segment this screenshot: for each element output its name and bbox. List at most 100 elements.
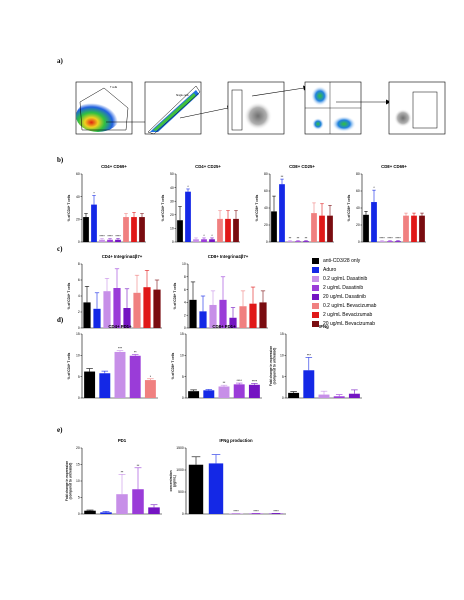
y-tick-label: 0 <box>358 240 360 244</box>
significance-label: **** <box>115 235 121 239</box>
y-tick-label: 60 <box>264 189 268 193</box>
y-tick-label: 0 <box>182 512 184 516</box>
bar <box>201 239 207 242</box>
chart-c2: CD8+ Integrinα4β7+ % of CD8+ T cells 0 2 4 6 8… <box>173 254 268 330</box>
y-tick-label: 8 <box>78 262 80 266</box>
legend-item: 2 ug/mL Bevacizumab <box>312 310 442 319</box>
y-tick-label: 20 <box>76 446 80 450</box>
bar <box>219 299 227 328</box>
bar <box>84 371 96 398</box>
y-tick-label: 0 <box>282 396 284 400</box>
y-tick-label: 8 <box>184 275 186 279</box>
y-tick-label: 40 <box>76 195 80 199</box>
significance-label: **** <box>107 235 113 239</box>
chart-title: CD4+ CD69+ <box>101 164 127 169</box>
flow-plot-3 <box>227 81 285 135</box>
significance-label: ** <box>305 237 308 241</box>
y-tick-label: 5 <box>78 496 80 500</box>
panel-label-c: c) <box>57 245 63 253</box>
y-axis-label: % of CD8+ T cells <box>173 282 177 309</box>
chart-title: PD1 <box>118 438 127 443</box>
bar <box>143 287 151 328</box>
significance-label: **** <box>273 509 279 513</box>
bar <box>132 489 144 514</box>
significance-label: * <box>187 185 189 189</box>
legend-item: 20 ug/mL Bevacizumab <box>312 319 442 328</box>
y-tick-label: 20 <box>76 218 80 222</box>
bar <box>411 215 417 242</box>
significance-label: ** <box>121 470 124 474</box>
legend-item: 0.2 ug/mL Dasatinib <box>312 274 442 283</box>
bar <box>303 370 315 398</box>
y-tick-label: 10 <box>182 262 186 266</box>
y-axis-label: % of CD4+ T cells <box>67 194 71 221</box>
significance-label: * <box>211 234 213 238</box>
bar <box>203 390 215 398</box>
flow-plot-2: Single cells <box>144 81 202 135</box>
legend-item: 2 ug/mL Dasatinib <box>312 283 442 292</box>
bar <box>287 241 293 242</box>
svg-text:Single cells: Single cells <box>176 94 189 97</box>
bar <box>363 214 369 242</box>
significance-label: **** <box>237 379 243 383</box>
bar <box>113 288 121 328</box>
bar <box>395 241 401 242</box>
y-tick-label: 10 <box>280 354 284 358</box>
bar <box>99 239 105 242</box>
significance-label: ** <box>137 464 140 468</box>
legend-label: 0.2 ug/mL Bevacizumab <box>323 302 377 309</box>
significance-label: ** <box>289 237 292 241</box>
y-axis-label: % of CD4+ T cells <box>67 282 71 309</box>
chart-b2: CD4+ CD25+ % of CD4+ T cells 0 10 20 30 40 50 * *… <box>161 164 240 244</box>
significance-label: * <box>203 234 205 238</box>
legend-swatch <box>312 257 319 264</box>
y-tick-label: 0 <box>78 396 80 400</box>
bar <box>185 191 191 242</box>
bar <box>129 355 141 398</box>
y-tick-label: 40 <box>170 186 174 190</box>
panel-label-e: e) <box>57 426 63 434</box>
chart-e1: PD1 Fold change in expression(compared to… <box>65 438 162 516</box>
legend-swatch <box>312 266 319 273</box>
bar <box>131 217 137 242</box>
y-axis-label: % of CD8+ T cells <box>171 352 175 379</box>
bar <box>83 217 89 242</box>
y-tick-label: 50 <box>170 172 174 176</box>
y-axis-label: % of CD8+ T cells <box>347 194 351 221</box>
chart-title: IFNg <box>319 324 329 329</box>
significance-label: * <box>150 375 152 379</box>
bar <box>93 308 101 328</box>
bar <box>403 215 409 242</box>
y-tick-label: 0 <box>184 326 186 330</box>
significance-label: * <box>93 192 95 196</box>
bar <box>295 241 301 242</box>
bar <box>148 507 160 514</box>
y-tick-label: 2 <box>184 313 186 317</box>
y-tick-label: 15 <box>180 332 184 336</box>
y-tick-label: 0 <box>182 396 184 400</box>
bar <box>319 215 325 242</box>
bar <box>100 512 112 514</box>
bar <box>288 392 300 398</box>
y-axis-label: Fold change in expression(compared to un… <box>65 461 73 501</box>
bar <box>116 494 128 514</box>
legend-item: Aduro <box>312 265 442 274</box>
chart-b4: CD8+ CD69+% of CD8+ T cells020406080****… <box>347 164 426 244</box>
bar <box>188 464 204 514</box>
flow-plot-4 <box>304 81 362 135</box>
bar <box>348 393 360 398</box>
bar <box>217 218 223 242</box>
bar <box>84 510 96 514</box>
flow-gating-strip: T cells Single cells <box>75 81 446 135</box>
legend-swatch <box>312 311 319 318</box>
y-tick-label: 6 <box>184 288 186 292</box>
y-tick-label: 10 <box>76 354 80 358</box>
flow-plot-1: T cells <box>75 81 133 135</box>
bar <box>123 308 131 328</box>
significance-label: **** <box>252 379 258 383</box>
chart-title: CD4+ CD25+ <box>195 164 221 169</box>
y-tick-label: 4 <box>78 294 80 298</box>
bar <box>333 396 345 398</box>
chart-d3: IFNg Fold change in expression(compared t… <box>269 324 362 400</box>
